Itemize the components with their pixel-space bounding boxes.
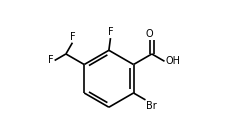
Text: OH: OH: [165, 56, 180, 66]
Text: O: O: [146, 29, 154, 39]
Text: Br: Br: [146, 101, 157, 111]
Text: F: F: [70, 32, 76, 42]
Text: F: F: [108, 27, 113, 37]
Text: F: F: [48, 55, 54, 65]
